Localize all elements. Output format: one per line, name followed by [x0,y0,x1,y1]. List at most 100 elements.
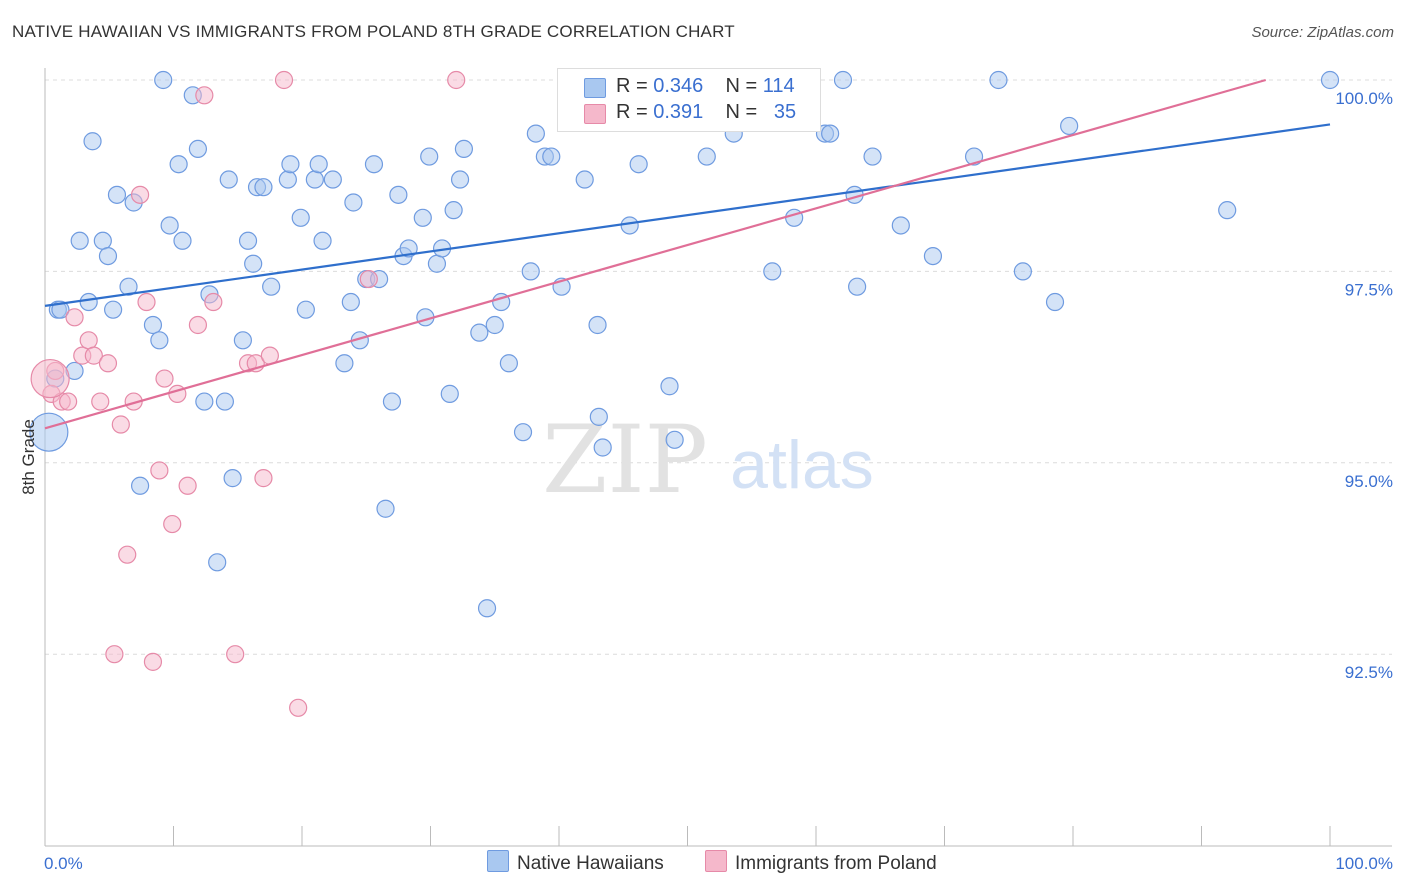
point-immigrant-poland [195,86,214,105]
point-native-hawaiian [98,246,118,266]
point-native-hawaiian [130,476,150,495]
trend-line-native-hawaiians [44,123,1331,307]
point-native-hawaiian [79,292,98,312]
y-axis-label: 8th Grade [19,419,38,495]
y-tick-label: 100.0% [1335,89,1393,108]
point-native-hawaiian [542,147,561,166]
watermark-zip: ZIP [542,406,708,515]
chart-title: NATIVE HAWAIIAN VS IMMIGRANTS FROM POLAN… [12,22,735,41]
legend-n-value: 114 [762,75,795,97]
point-native-hawaiian [169,155,188,174]
point-native-hawaiian [107,185,127,204]
axis-labels: 100.0% 97.5% 95.0% 92.5% 0.0% 100.0% 8th Grade [19,89,1393,873]
point-native-hawaiian [223,469,242,488]
axes [44,68,1392,847]
point-native-hawaiian [420,147,439,166]
point-native-hawaiian [238,231,258,250]
series-swatch-pink [705,850,727,872]
series-label: Immigrants from Poland [735,853,937,874]
point-immigrant-poland [155,369,174,388]
point-native-hawaiian [219,170,238,189]
point-native-hawaiian [763,262,782,281]
y-tick-label: 95.0% [1345,472,1393,491]
point-native-hawaiian [513,423,533,442]
series-legend-native-hawaiians[interactable]: Native Hawaiians [487,850,664,875]
point-immigrant-poland [98,354,118,373]
point-native-hawaiian [344,193,363,212]
point-immigrant-poland [65,308,84,327]
point-native-hawaiian [964,147,984,166]
trend-line-immigrants-poland [44,78,1267,430]
point-native-hawaiian [697,147,716,166]
point-native-hawaiian [620,216,639,235]
point-native-hawaiian [1045,292,1065,312]
x-tick-label: 100.0% [1335,854,1393,873]
point-immigrant-poland [105,645,124,664]
point-native-hawaiian [1060,116,1079,136]
point-native-hawaiian [70,231,89,250]
point-native-hawaiian [291,208,310,227]
point-native-hawaiian [341,292,360,312]
point-native-hawaiian [863,147,882,166]
point-native-hawaiian [83,132,102,151]
trend-lines [44,78,1331,430]
point-native-hawaiian [29,412,69,452]
point-native-hawaiian [305,170,324,189]
series-swatch-blue [487,850,509,872]
point-native-hawaiian [215,392,234,411]
point-native-hawaiian [296,300,315,319]
point-native-hawaiian [454,139,474,159]
point-native-hawaiian [588,315,607,335]
point-immigrant-poland [178,476,197,495]
point-immigrant-poland [30,358,70,399]
point-native-hawaiian [399,239,418,258]
legend-swatch-blue [584,78,606,98]
y-tick-label: 97.5% [1345,280,1393,299]
watermark-atlas: atlas [730,427,874,503]
source-label: Source: ZipAtlas.com [1251,24,1394,41]
point-native-hawaiian [450,170,470,189]
point-native-hawaiian [313,231,332,250]
point-immigrant-poland [91,392,110,411]
point-native-hawaiian [104,300,123,319]
point-native-hawaiian [254,178,273,197]
point-native-hawaiian [335,354,354,373]
point-immigrant-poland [150,461,169,480]
point-native-hawaiian [376,499,395,518]
x-tick-label: 0.0% [44,854,83,873]
point-immigrant-poland [226,645,245,664]
point-native-hawaiian [821,124,840,143]
point-native-hawaiian [119,277,138,296]
point-native-hawaiian [1013,262,1032,281]
point-native-hawaiian [143,315,163,335]
point-native-hawaiian [389,185,408,204]
point-native-hawaiian [526,124,545,143]
data-points [29,70,1340,717]
legend-r-label: R = [616,101,648,123]
point-immigrant-poland [254,469,273,488]
point-immigrant-poland [163,514,182,534]
point-native-hawaiian [188,139,208,159]
point-native-hawaiian [470,323,489,342]
point-native-hawaiian [93,231,112,250]
point-native-hawaiian [665,430,684,449]
series-legend-immigrants-poland[interactable]: Immigrants from Poland [705,850,937,875]
point-immigrant-poland [188,315,208,335]
y-tick-label: 92.5% [1345,663,1393,682]
point-native-hawaiian [440,384,459,403]
point-native-hawaiian [150,331,169,350]
point-native-hawaiian [848,277,867,296]
series-label: Native Hawaiians [517,853,664,874]
point-native-hawaiian [262,277,281,296]
point-immigrant-poland [59,392,78,411]
point-immigrant-poland [359,269,378,289]
point-native-hawaiian [323,170,342,189]
point-native-hawaiian [278,170,297,189]
legend-n-value: 35 [773,101,797,123]
point-native-hawaiian [989,70,1008,90]
point-immigrant-poland [84,346,103,365]
point-immigrant-poland [447,70,466,90]
watermark: ZIP atlas [542,406,874,515]
point-immigrant-poland [79,331,98,350]
